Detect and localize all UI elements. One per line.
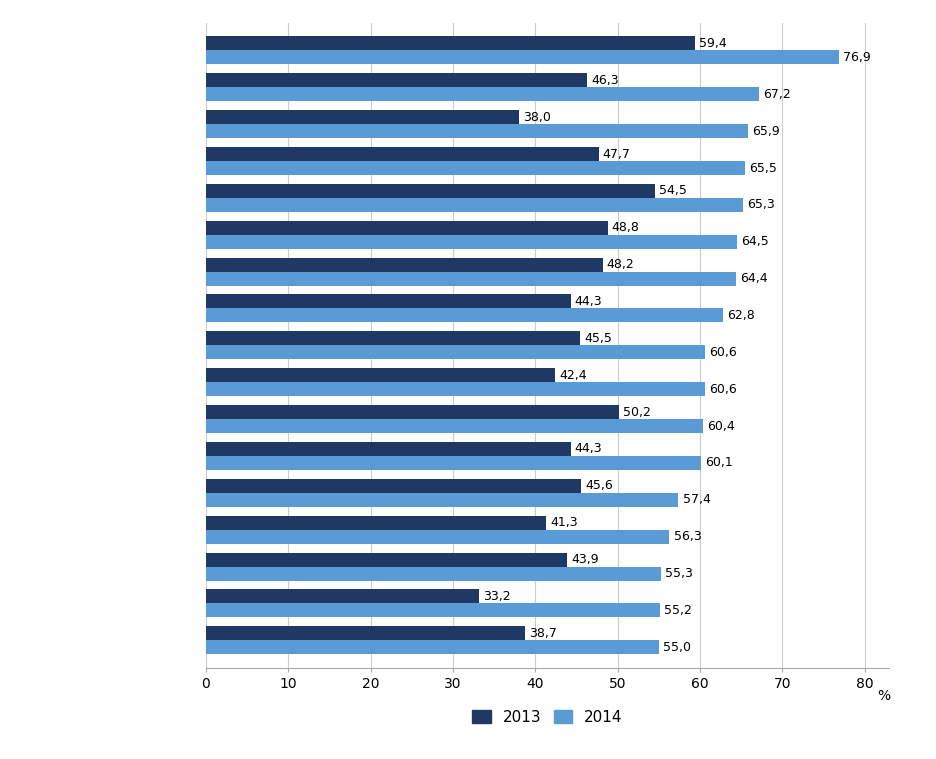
Text: 60,1: 60,1 (705, 456, 733, 470)
Text: 44,3: 44,3 (575, 295, 603, 308)
Bar (206, 641, 659, 654)
Bar (206, 74, 587, 87)
Bar (206, 603, 660, 617)
Bar (206, 332, 580, 345)
Text: 54,5: 54,5 (659, 184, 687, 197)
Text: 59,4: 59,4 (699, 37, 726, 50)
Bar (206, 124, 749, 138)
Bar (206, 87, 759, 101)
Text: 33,2: 33,2 (483, 590, 511, 603)
Text: 41,3: 41,3 (550, 516, 578, 529)
Text: 60,6: 60,6 (709, 346, 737, 359)
Text: 55,0: 55,0 (663, 641, 691, 653)
Bar (206, 257, 603, 272)
Text: 46,3: 46,3 (592, 74, 619, 87)
Text: 57,4: 57,4 (682, 493, 710, 506)
Text: 65,9: 65,9 (753, 124, 781, 137)
Bar (206, 198, 743, 212)
Bar (206, 308, 723, 323)
Text: 56,3: 56,3 (674, 531, 701, 543)
Bar (206, 184, 654, 198)
Text: 43,9: 43,9 (572, 553, 599, 566)
Bar (206, 221, 607, 235)
Bar (206, 590, 479, 603)
Bar (206, 161, 745, 175)
Text: 50,2: 50,2 (623, 405, 651, 418)
Bar (206, 368, 555, 383)
Legend: 2013, 2014: 2013, 2014 (473, 710, 622, 725)
Text: 65,3: 65,3 (748, 198, 775, 212)
Bar (206, 147, 599, 161)
Bar (206, 36, 695, 50)
Text: 67,2: 67,2 (763, 88, 791, 101)
Text: 64,5: 64,5 (741, 235, 768, 248)
Bar (206, 456, 701, 470)
Bar (206, 626, 524, 641)
Bar (206, 235, 737, 249)
Text: 55,2: 55,2 (665, 604, 693, 617)
Bar (206, 419, 703, 433)
Text: 55,3: 55,3 (665, 567, 694, 580)
Bar (206, 566, 661, 581)
Bar (206, 383, 705, 396)
Bar (206, 530, 669, 543)
Text: 62,8: 62,8 (727, 309, 754, 322)
Text: 60,4: 60,4 (708, 420, 735, 433)
Text: 44,3: 44,3 (575, 442, 603, 455)
Text: 65,5: 65,5 (749, 162, 777, 175)
Bar (206, 493, 679, 507)
Bar (206, 294, 571, 308)
Text: 64,4: 64,4 (740, 272, 768, 285)
Bar (206, 50, 839, 65)
Bar (206, 553, 567, 566)
Text: 47,7: 47,7 (603, 147, 631, 160)
Text: 45,5: 45,5 (585, 332, 612, 345)
Text: 45,6: 45,6 (585, 479, 613, 493)
Bar (206, 515, 546, 530)
Text: 42,4: 42,4 (559, 369, 587, 382)
Text: 76,9: 76,9 (843, 51, 870, 64)
Bar (206, 272, 736, 285)
Text: 48,2: 48,2 (607, 258, 635, 271)
Text: %: % (877, 688, 890, 703)
Bar (206, 479, 581, 493)
Bar (206, 442, 571, 456)
Bar (206, 345, 705, 359)
Text: 60,6: 60,6 (709, 383, 737, 395)
Text: 48,8: 48,8 (612, 221, 639, 235)
Text: 38,7: 38,7 (529, 627, 557, 640)
Bar (206, 110, 519, 124)
Bar (206, 405, 620, 419)
Text: 38,0: 38,0 (523, 111, 550, 124)
